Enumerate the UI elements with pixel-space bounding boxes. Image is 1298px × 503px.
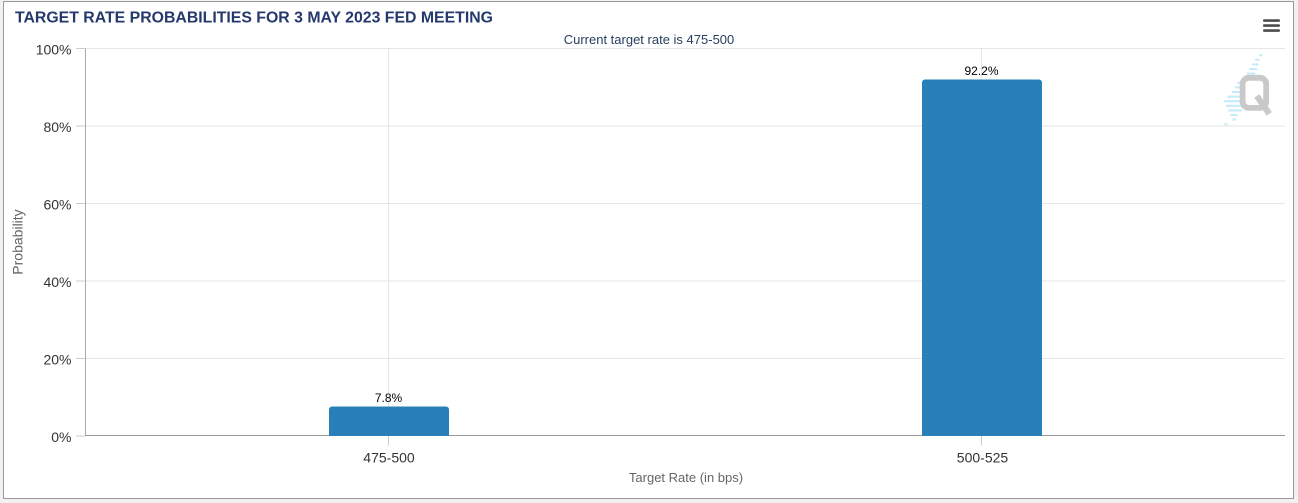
- svg-text:475-500: 475-500: [363, 450, 415, 466]
- svg-text:7.8%: 7.8%: [375, 391, 403, 405]
- svg-text:100%: 100%: [36, 41, 72, 57]
- svg-text:0%: 0%: [51, 429, 71, 445]
- svg-text:TARGET RATE PROBABILITIES FOR: TARGET RATE PROBABILITIES FOR 3 MAY 2023…: [15, 10, 493, 27]
- svg-text:Current target rate is 475-500: Current target rate is 475-500: [564, 32, 735, 47]
- svg-text:40%: 40%: [43, 274, 71, 290]
- svg-text:92.2%: 92.2%: [964, 64, 998, 78]
- svg-text:500-525: 500-525: [957, 450, 1009, 466]
- svg-text:20%: 20%: [43, 351, 71, 367]
- svg-text:60%: 60%: [43, 196, 71, 212]
- svg-text:Probability: Probability: [10, 209, 26, 274]
- svg-text:Target Rate (in bps): Target Rate (in bps): [629, 470, 743, 485]
- svg-text:80%: 80%: [43, 119, 71, 135]
